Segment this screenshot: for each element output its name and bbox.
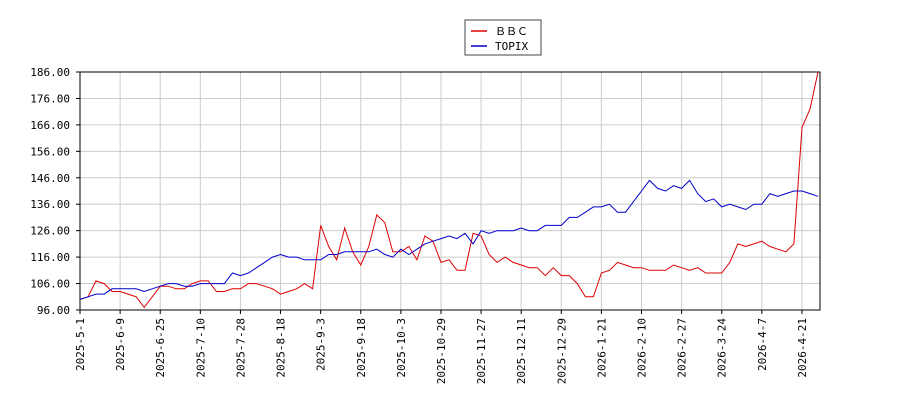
x-tick-label: 2026-4-7 — [756, 318, 769, 371]
line — [79, 71, 819, 309]
x-tick-label: 2025-9-3 — [315, 318, 328, 371]
y-tick-label: 146.00 — [30, 172, 70, 185]
x-tick-label: 2025-10-29 — [435, 318, 448, 384]
x-tick-label: 2026-2-27 — [676, 318, 689, 378]
y-tick-label: 186.00 — [30, 66, 70, 79]
y-tick-label: 126.00 — [30, 225, 70, 238]
x-tick-label: 2025-10-3 — [395, 318, 408, 378]
x-tick-label: 2025-8-18 — [275, 318, 288, 378]
x-tick-label: 2025-11-27 — [475, 318, 488, 384]
x-tick-label: 2025-6-9 — [114, 318, 127, 371]
x-tick-label: 2026-3-24 — [716, 318, 729, 378]
legend-box — [464, 19, 542, 56]
x-tick-label: 2025-12-29 — [555, 318, 568, 384]
plot-frame — [79, 71, 821, 311]
y-tick-label: 156.00 — [30, 145, 70, 158]
x-tick-label: 2025-9-18 — [355, 318, 368, 378]
y-tick-label: 116.00 — [30, 251, 70, 264]
y-tick-label: 136.00 — [30, 198, 70, 211]
y-tick-label: 166.00 — [30, 119, 70, 132]
x-tick-label: 2025-12-11 — [515, 318, 528, 384]
y-tick-label: 96.00 — [37, 304, 70, 317]
x-tick-label: 2025-7-10 — [194, 318, 207, 378]
x-tick-label: 2026-4-21 — [796, 318, 809, 378]
line — [79, 179, 819, 300]
legend-label: ＢＢＣ — [495, 25, 528, 38]
x-tick-label: 2025-7-28 — [234, 318, 247, 378]
y-tick-label: 176.00 — [30, 92, 70, 105]
legend-label: TOPIX — [495, 40, 528, 53]
y-tick-label: 106.00 — [30, 278, 70, 291]
x-tick-label: 2025-5-1 — [74, 318, 87, 371]
x-tick-label: 2026-1-21 — [595, 318, 608, 378]
x-tick-label: 2026-2-10 — [636, 318, 649, 378]
x-tick-label: 2025-6-25 — [154, 318, 167, 378]
